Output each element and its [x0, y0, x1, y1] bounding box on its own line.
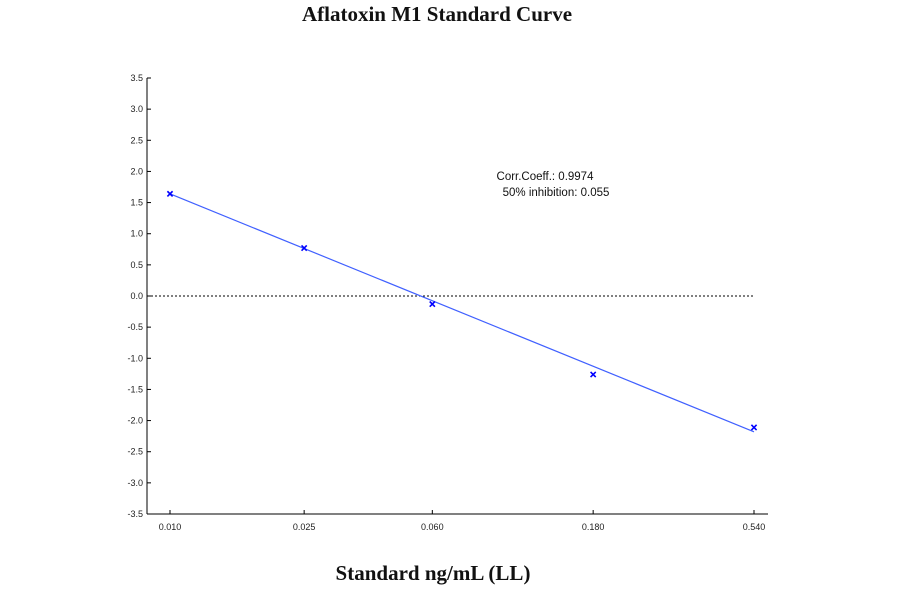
- x-tick-label: 0.180: [582, 522, 605, 532]
- y-tick-label: 2.0: [130, 166, 143, 176]
- x-axis-label: Standard ng/mL (LL): [336, 561, 531, 585]
- y-tick-label: 2.5: [130, 135, 143, 145]
- x-tick-label: 0.010: [159, 522, 182, 532]
- marker-stroke: [300, 244, 308, 252]
- y-tick-label: 0.0: [130, 291, 143, 301]
- y-tick-label: -2.5: [127, 447, 143, 457]
- x-axis: 0.010 0.025 0.060 0.180 0.540: [147, 510, 768, 532]
- y-tick-label: 1.0: [130, 229, 143, 239]
- x-tick-label: 0.540: [743, 522, 766, 532]
- y-tick-label: -3.0: [127, 478, 143, 488]
- y-tick-label: -0.5: [127, 322, 143, 332]
- y-tick-label: 3.0: [130, 104, 143, 114]
- data-points: [166, 190, 758, 431]
- x-tick-label: 0.025: [293, 522, 316, 532]
- data-point-marker: [750, 424, 758, 431]
- data-point-marker: [589, 371, 597, 378]
- chart-title: Aflatoxin M1 Standard Curve: [302, 2, 572, 26]
- y-tick-label: -3.5: [127, 509, 143, 519]
- y-tick-label: -1.5: [127, 384, 143, 394]
- marker-stroke: [429, 300, 436, 308]
- y-tick-label: 1.5: [130, 198, 143, 208]
- data-point-marker: [300, 244, 308, 252]
- marker-stroke: [750, 424, 758, 431]
- marker-stroke: [166, 190, 174, 198]
- x-tick-label: 0.060: [421, 522, 444, 532]
- data-point-marker: [166, 190, 174, 198]
- data-point-marker: [429, 300, 436, 308]
- y-tick-label: 0.5: [130, 260, 143, 270]
- fit-line-segment: [169, 193, 755, 433]
- y-tick-label: -2.0: [127, 416, 143, 426]
- corr-coeff-annotation: Corr.Coeff.: 0.9974: [497, 171, 595, 183]
- y-tick-label: -1.0: [127, 353, 143, 363]
- marker-stroke: [589, 371, 597, 378]
- y-tick-label: 3.5: [130, 73, 143, 83]
- y-axis: 3.5 3.0 2.5 2.0 1.5 1.0 0.5 0.0 -0.5 -1.0 -1.5 -2.0…: [127, 73, 151, 519]
- regression-fit-line: [169, 193, 755, 433]
- inhibition-annotation: 50% inhibition: 0.055: [503, 187, 610, 199]
